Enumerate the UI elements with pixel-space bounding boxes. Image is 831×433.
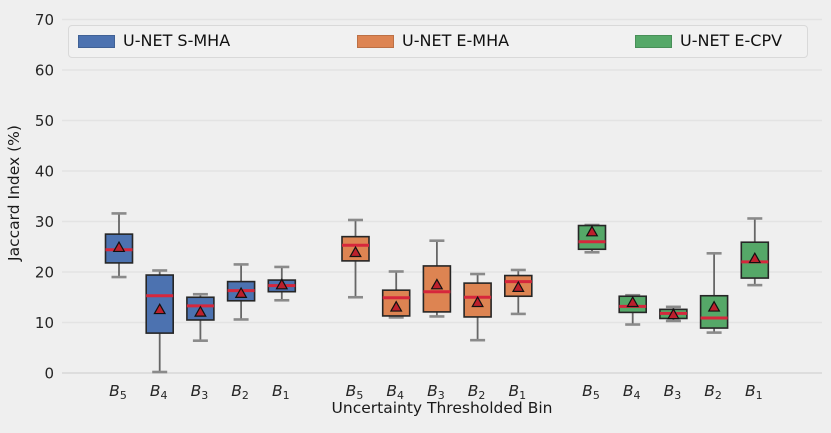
- y-tick-label: 70: [35, 11, 54, 29]
- mean-marker-u-net-s-mha-b4: [153, 302, 167, 315]
- x-tick-label: B5: [582, 382, 600, 402]
- x-tick-label: B3: [191, 382, 209, 402]
- mean-marker-u-net-e-cpv-b4: [626, 295, 640, 308]
- mean-marker-u-net-e-mha-b5: [349, 245, 362, 258]
- x-tick-label: B1: [272, 382, 290, 402]
- y-tick-label: 30: [35, 213, 54, 231]
- x-tick-label: B4: [386, 382, 404, 402]
- y-tick-label: 20: [35, 264, 54, 282]
- legend-swatch-icon: [635, 35, 672, 48]
- x-axis-label: Uncertainty Thresholded Bin: [331, 399, 553, 417]
- y-tick-label: 0: [44, 365, 54, 383]
- x-tick-label: B2: [704, 382, 722, 402]
- legend-swatch-icon: [78, 35, 115, 48]
- x-tick-label: B2: [231, 382, 249, 402]
- mean-marker-u-net-e-cpv-b2: [707, 300, 721, 312]
- mean-marker-u-net-s-mha-b2: [234, 286, 248, 299]
- mean-marker-u-net-e-cpv-b1: [748, 251, 762, 264]
- x-tick-label: B1: [745, 382, 763, 402]
- y-tick-label: 50: [35, 112, 54, 130]
- y-axis-label: Jaccard Index (%): [5, 125, 23, 261]
- x-tick-label: B4: [150, 382, 168, 402]
- x-tick-label: B5: [109, 382, 127, 402]
- mean-marker-u-net-e-cpv-b3: [667, 307, 680, 320]
- mean-marker-u-net-s-mha-b5: [112, 240, 126, 253]
- x-tick-label: B3: [427, 382, 445, 402]
- mean-marker-u-net-e-mha-b1: [511, 280, 525, 292]
- x-tick-label: B5: [346, 382, 364, 402]
- mean-marker-u-net-e-mha-b3: [430, 278, 444, 290]
- legend-swatch-icon: [357, 35, 394, 48]
- legend: U-NET S-MHA U-NET E-MHA U-NET E-CPV: [68, 25, 808, 58]
- legend-label: U-NET S-MHA: [123, 31, 231, 50]
- y-tick-label: 40: [35, 163, 54, 181]
- mean-marker-u-net-e-mha-b4: [389, 300, 403, 312]
- x-tick-label: B4: [623, 382, 641, 402]
- x-tick-label: B2: [468, 382, 486, 402]
- x-tick-label: B3: [664, 382, 682, 402]
- mean-marker-u-net-e-cpv-b5: [585, 225, 599, 237]
- mean-marker-u-net-e-mha-b2: [471, 295, 484, 308]
- y-tick-label: 60: [35, 62, 54, 80]
- y-tick-label: 10: [35, 314, 54, 332]
- legend-label: U-NET E-CPV: [680, 31, 783, 50]
- mean-marker-u-net-s-mha-b3: [194, 305, 207, 317]
- mean-marker-u-net-s-mha-b1: [275, 278, 289, 290]
- legend-label: U-NET E-MHA: [402, 31, 510, 50]
- x-tick-label: B1: [508, 382, 526, 402]
